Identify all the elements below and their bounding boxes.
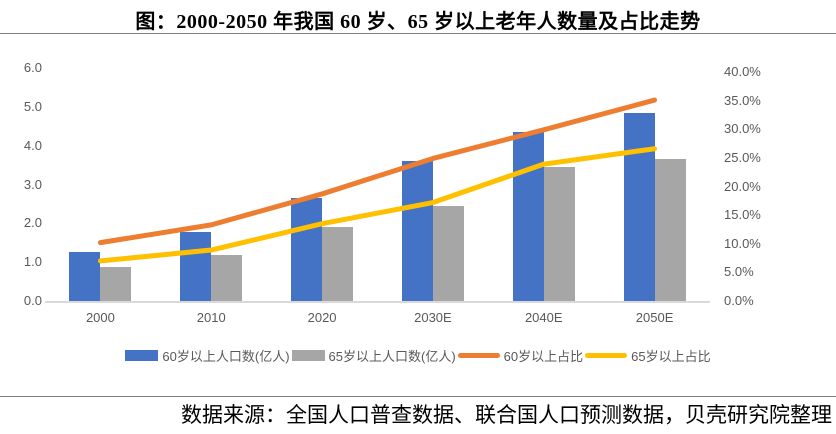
legend-item: 60岁以上人口数(亿人) (125, 346, 290, 365)
line-65plus-share (97, 146, 658, 264)
x-axis-tick-label: 2040E (524, 310, 563, 325)
title-divider (0, 33, 836, 34)
y-axis-right-tick-label: 15.0% (724, 207, 761, 223)
legend-item: 65岁以上占比 (585, 346, 711, 365)
bar-65plus-population (432, 205, 464, 301)
y-axis-right-tick-label: 0.0% (724, 293, 754, 308)
y-axis-left-tick-label: 1.0 (23, 254, 42, 270)
bar-65plus-population (211, 254, 243, 301)
line-60plus-share (97, 97, 658, 246)
bar-60plus-population (291, 198, 323, 301)
y-axis-right-tick-label: 20.0% (724, 178, 761, 194)
bar-60plus-population (180, 231, 212, 301)
x-axis-tick-label: 2050E (635, 310, 674, 325)
legend-swatch-bar (291, 349, 325, 361)
x-axis-tick-label: 2010 (196, 310, 226, 325)
source-note: 数据来源：全国人口普查数据、联合国人口预测数据，贝壳研究院整理 (181, 403, 832, 427)
y-axis-left-tick-label: 6.0 (23, 60, 42, 75)
y-axis-right-tick-label: 25.0% (724, 149, 761, 165)
bar-60plus-population (512, 132, 544, 301)
bar-65plus-population (100, 266, 132, 301)
legend-label: 60岁以上人口数(亿人) (162, 348, 290, 364)
x-axis-tick-label: 2020 (307, 310, 337, 325)
legend-label: 65岁以上占比 (631, 348, 711, 364)
legend-swatch-line (457, 352, 500, 358)
figure-title: 图：2000-2050 年我国 60 岁、65 岁以上老年人数量及占比走势 (135, 11, 701, 33)
y-axis-left-tick-label: 2.0 (23, 215, 42, 231)
bar-65plus-population (322, 226, 354, 301)
legend-label: 65岁以上人口数(亿人) (328, 348, 456, 364)
y-axis-right-tick-label: 40.0% (724, 64, 761, 79)
y-axis-right-tick-label: 30.0% (724, 121, 761, 137)
legend-item: 60岁以上占比 (457, 346, 584, 365)
x-axis-tick-label: 2000 (85, 310, 115, 325)
x-axis-line (45, 301, 710, 303)
ratio-lines-layer (97, 97, 658, 264)
legend-swatch-bar (125, 349, 159, 361)
y-axis-left-tick-label: 0.0 (23, 293, 42, 308)
legend-item: 65岁以上人口数(亿人) (291, 346, 456, 365)
legend-label: 60岁以上占比 (503, 348, 584, 364)
y-axis-left-tick-label: 3.0 (23, 176, 42, 192)
bar-60plus-population (69, 252, 101, 301)
footer-divider (0, 396, 836, 397)
bar-65plus-population (543, 167, 575, 301)
y-axis-right-tick-label: 5.0% (724, 264, 754, 280)
y-axis-right-tick-label: 35.0% (724, 92, 761, 108)
legend-swatch-line (585, 352, 628, 358)
y-axis-left-tick-label: 5.0 (23, 98, 42, 114)
chart-legend: 60岁以上人口数(亿人) 65岁以上人口数(亿人) 60岁以上占比 65岁以上占比 (0, 345, 836, 365)
y-axis-left-tick-label: 4.0 (23, 137, 42, 153)
x-axis-tick-label: 2030E (414, 310, 452, 325)
bar-60plus-population (401, 161, 433, 301)
bar-60plus-population (623, 112, 655, 301)
bar-65plus-population (654, 159, 686, 301)
combo-chart: 0.0 1.0 2.0 3.0 4.0 5.0 6.0 0.0% 5.0% 10.0% 15.0% 2… (0, 36, 836, 342)
y-axis-right-tick-label: 10.0% (724, 235, 761, 251)
